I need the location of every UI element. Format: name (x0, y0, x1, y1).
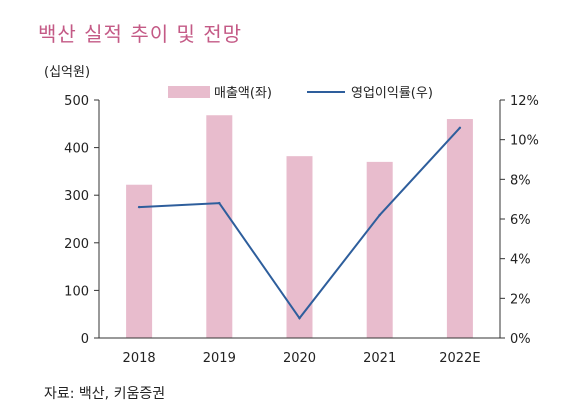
bar-2020 (286, 156, 313, 338)
left-tick-label: 200 (64, 237, 89, 252)
left-tick-label: 400 (64, 142, 89, 157)
left-tick-label: 0 (81, 332, 89, 347)
line-group (137, 126, 462, 320)
line-point-2018 (137, 205, 141, 209)
right-tick-label: 6% (510, 213, 531, 228)
bar-2018 (126, 184, 153, 338)
source-note: 자료: 백산, 키움증권 (44, 386, 166, 402)
right-tick-label: 10% (510, 134, 539, 149)
bar-2022E (446, 119, 473, 338)
bar-2021 (366, 161, 393, 338)
legend-swatch-sales (168, 86, 210, 98)
line-point-2019 (218, 201, 221, 205)
x-tick-label: 2018 (123, 351, 156, 366)
line-point-2022E (458, 126, 462, 129)
left-tick-label: 500 (64, 94, 89, 109)
legend-label-sales: 매출액(좌) (214, 86, 272, 101)
right-tick-label: 4% (510, 253, 531, 268)
x-tick-label: 2019 (203, 351, 236, 366)
line-point-2021 (378, 213, 381, 217)
right-tick-label: 8% (510, 173, 531, 188)
left-tick-label: 100 (64, 284, 89, 299)
legend-label-margin: 영업이익률(우) (351, 86, 433, 101)
legend: 매출액(좌) 영업이익률(우) (168, 86, 433, 101)
x-tick-label: 2022E (439, 351, 480, 366)
chart-title: 백산 실적 추이 및 전망 (38, 22, 243, 46)
x-tick-label: 2021 (363, 351, 396, 366)
bars-group (126, 115, 473, 339)
axes-group: 0 100 200 300 400 500 0% 2% 4% 6% 8% 10% 12% 2018 2019… (64, 94, 539, 366)
line-point-2020 (298, 316, 301, 320)
left-tick-label: 300 (64, 189, 89, 204)
right-tick-label: 2% (510, 292, 531, 307)
x-tick-label: 2020 (283, 351, 316, 366)
bar-2019 (206, 115, 233, 339)
right-tick-label: 0% (510, 332, 531, 347)
left-axis-unit: (십억원) (44, 65, 90, 80)
right-tick-label: 12% (510, 94, 539, 109)
